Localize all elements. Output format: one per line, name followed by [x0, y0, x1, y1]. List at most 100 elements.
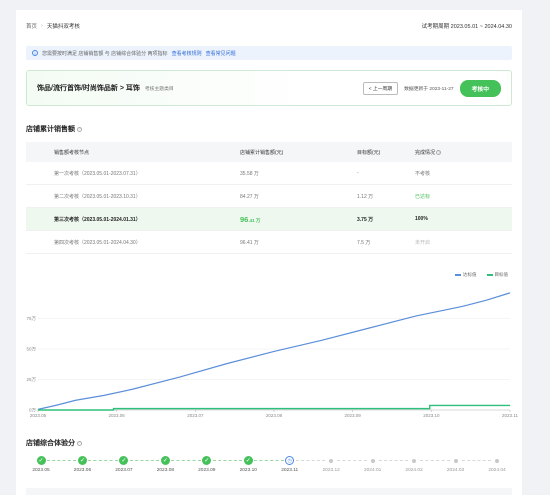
data-point [415, 315, 416, 317]
task-owner: 考核主题类目 [144, 86, 174, 92]
timeline-node[interactable]: 2024.02 [399, 456, 429, 473]
timeline-connector [378, 460, 409, 461]
legend-item[interactable]: 达标值 [455, 272, 477, 278]
timeline-month-label: 2023.12 [322, 468, 340, 473]
timeline-node[interactable]: ◷ 2023.11 [275, 456, 305, 473]
breadcrumb-home[interactable]: 首页 [26, 24, 38, 30]
row-node: 第二次考核（2023.05.01-2023.10.31） [54, 193, 141, 200]
question-icon[interactable]: ? [77, 126, 82, 132]
table-row: 第一次考核（2023.05.01-2023.07.31） 35.58 万 - 不… [26, 162, 512, 185]
x-tick-label: 2023.05 [30, 413, 47, 418]
series-line-target [38, 404, 510, 411]
sales-chart: 达标值 目标值 0万 25万 50万 75万 2023.05 2023.06 2023.07… [16, 260, 522, 424]
clock-icon: ◷ [285, 456, 295, 465]
chart-legend: 达标值 目标值 [455, 272, 508, 278]
row-status: 未开启 [415, 239, 431, 246]
data-point [462, 306, 464, 307]
timeline-node[interactable]: ✓ 2023.07 [109, 456, 139, 473]
timeline-connector [171, 460, 201, 461]
score-section-title: 店铺综合体验分 ? [26, 438, 82, 448]
y-tick-label: 75万 [26, 316, 36, 322]
pending-dot-icon [453, 458, 458, 463]
pending-dot-icon [370, 458, 375, 463]
updated-time: 数据更新于 2023-11-27 [404, 86, 454, 92]
question-icon[interactable]: ? [77, 440, 82, 446]
row-status: 100% [415, 216, 428, 222]
timeline-month-label: 2024.03 [446, 468, 465, 473]
timeline-month-label: 2023.08 [156, 468, 175, 473]
timeline-connector [337, 460, 367, 461]
col-target: 目标额(元) [357, 149, 381, 156]
col-status-text: 完成情况 [415, 149, 436, 156]
table-row: 第四次考核（2023.05.01-2024.04.30） 96.41 万 7.5… [26, 231, 512, 254]
pending-dot-icon [329, 458, 334, 463]
assessment-period: 试考期周期 2023.05.01 ~ 2024.04.30 [421, 24, 512, 30]
row-sales: 84.27 万 [240, 193, 259, 200]
info-icon: i [32, 50, 38, 56]
legend-line-icon [455, 274, 461, 276]
timeline-connector [88, 460, 118, 461]
status-button[interactable]: 考核中 [459, 79, 501, 97]
chart-plot: 0万 25万 50万 75万 2023.05 2023.06 2023.07 2023.08 2… [26, 292, 518, 418]
legend-line-icon [486, 274, 493, 276]
row-sales: 35.58 万 [240, 170, 259, 177]
legend-label: 达标值 [463, 272, 477, 277]
timeline-node[interactable]: ✓ 2023.08 [150, 456, 180, 473]
timeline-month-label: 2024.04 [488, 468, 506, 473]
data-point [509, 292, 511, 294]
data-point [113, 409, 114, 411]
timeline-node[interactable]: ✓ 2023.06 [67, 456, 97, 473]
faq-link[interactable]: 查看常见问题 [205, 50, 236, 57]
data-point [273, 351, 275, 352]
x-tick-label: 2023.09 [345, 413, 362, 418]
task-actions: < 上一周期 数据更新于 2023-11-27 考核中 [362, 79, 501, 97]
row-status: 不考核 [415, 170, 431, 177]
col-sales: 店铺累计销售额(元) [240, 149, 284, 156]
sales-title-text: 店铺累计销售额 [26, 126, 75, 133]
data-point [429, 405, 431, 406]
notice-bar: i 您需要按时满足 店铺销售额 与 店铺综合体验分 两项指标 查看考核规则 查看… [26, 46, 512, 60]
timeline-month-label: 2024.02 [405, 468, 423, 473]
data-point [486, 299, 487, 301]
table-row: 第三次考核（2023.05.01-2024.01.31） 96.41 万 3.7… [26, 208, 512, 231]
rules-link[interactable]: 查看考核规则 [171, 50, 202, 57]
prev-period-button[interactable]: < 上一周期 [362, 81, 399, 95]
y-tick-label: 25万 [26, 377, 36, 383]
timeline-node[interactable]: 2023.12 [316, 456, 346, 473]
breadcrumb-current: 天猫抖双考核 [46, 24, 80, 30]
pending-dot-icon [495, 458, 499, 463]
data-point [37, 409, 39, 411]
data-point [75, 399, 77, 401]
sales-main-value: 96 [240, 214, 249, 224]
timeline-connector [420, 460, 450, 461]
timeline-month-label: 2023.06 [73, 468, 92, 473]
timeline-node[interactable]: 2024.03 [441, 456, 471, 473]
task-category: 饰品/流行首饰/时尚饰品新 > 耳饰 [37, 85, 140, 92]
timeline-month-label: 2023.11 [281, 468, 299, 473]
timeline-node[interactable]: 2024.04 [482, 456, 512, 473]
topbar: 首页 › 天猫抖双考核 试考期周期 2023.05.01 ~ 2024.04.3… [26, 20, 512, 32]
sales-section-title: 店铺累计销售额 ? [26, 124, 82, 134]
question-icon[interactable]: ? [436, 150, 442, 155]
x-tick-label: 2023.07 [187, 413, 204, 418]
legend-label: 目标值 [494, 272, 509, 277]
legend-item[interactable]: 目标值 [486, 272, 509, 278]
timeline-node[interactable]: ✓ 2023.09 [192, 456, 222, 473]
page: 首页 › 天猫抖双考核 试考期周期 2023.05.01 ~ 2024.04.3… [16, 10, 522, 495]
current-task-card: 饰品/流行首饰/时尚饰品新 > 耳饰 考核主题类目 < 上一周期 数据更新于 2… [26, 70, 512, 106]
timeline-node[interactable]: 2024.01 [358, 456, 388, 473]
timeline-month-label: 2023.09 [198, 468, 216, 473]
check-circle-icon: ✓ [36, 456, 46, 465]
timeline-node[interactable]: ✓ 2023.05 [26, 456, 56, 473]
row-sales: 96.41 万 [240, 215, 357, 224]
table-header: 销售额考核节点 店铺累计销售额(元) 目标额(元) 完成情况 ? [26, 142, 512, 162]
data-point [103, 395, 105, 396]
timeline-month-label: 2024.01 [363, 468, 382, 473]
x-tick-label: 2023.06 [109, 413, 126, 418]
x-tick-label: 2023.10 [423, 413, 440, 418]
timeline-node[interactable]: ✓ 2023.10 [233, 456, 263, 473]
row-sales: 96.41 万 [240, 239, 259, 246]
score-timeline: ✓ 2023.05 ✓ 2023.06 ✓ 2023.07 ✓ 2023.08 ✓ 2023.09… [26, 456, 512, 486]
row-node: 第三次考核（2023.05.01-2024.01.31） [54, 216, 141, 223]
row-node: 第四次考核（2023.05.01-2024.04.30） [54, 239, 141, 246]
